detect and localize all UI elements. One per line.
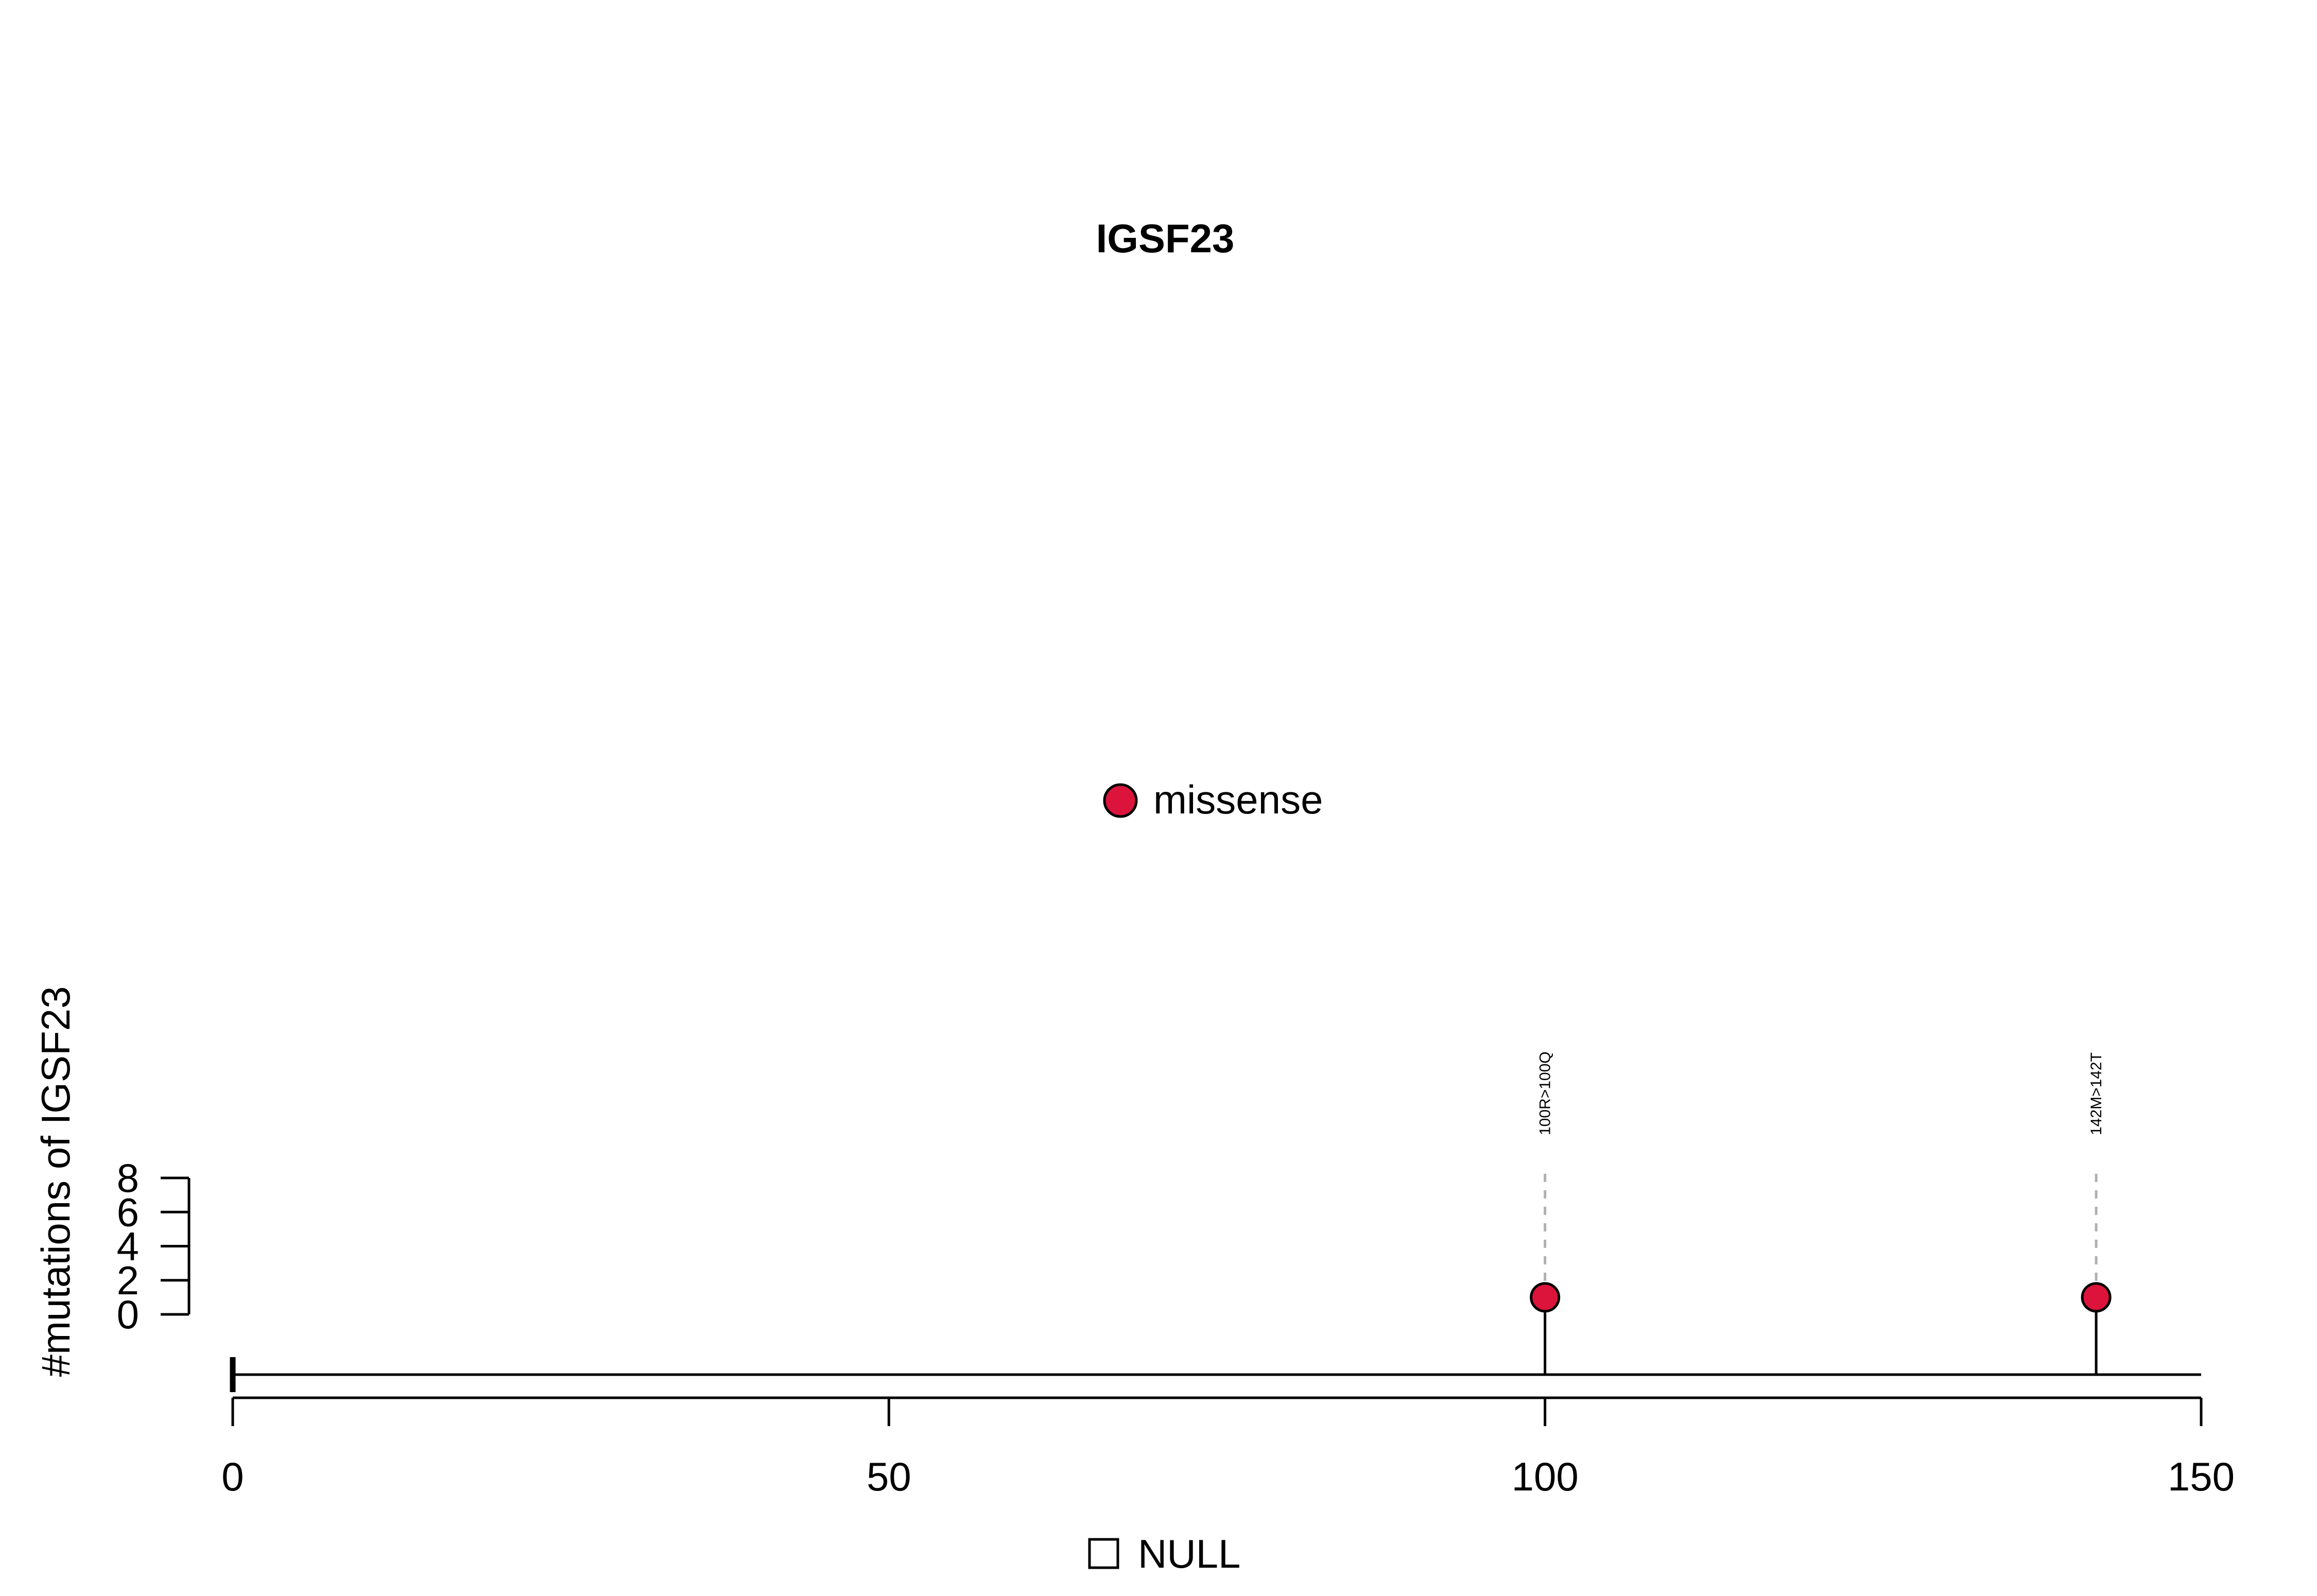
mutation-type-legend: missense — [1103, 777, 1323, 822]
y-axis-label: #mutations of IGSF23 — [33, 986, 78, 1377]
y-tick-label: 4 — [117, 1224, 139, 1269]
legend-missense-marker — [1103, 783, 1138, 818]
mutation-label: 142M>142T — [2088, 1052, 2105, 1135]
x-tick-label: 100 — [1512, 1454, 1579, 1499]
domain-legend: NULL — [1088, 1531, 1240, 1576]
y-tick-label: 2 — [117, 1258, 139, 1303]
legend-null-swatch — [1088, 1538, 1119, 1569]
x-tick-label: 0 — [221, 1454, 244, 1499]
y-tick-label: 8 — [117, 1155, 139, 1201]
x-axis: 0 50 100 150 — [221, 1396, 2235, 1499]
x-tick-label: 150 — [2168, 1454, 2235, 1499]
legend-null-label: NULL — [1138, 1531, 1240, 1576]
mutation-point — [1530, 1282, 1561, 1313]
mutation-point — [2081, 1282, 2112, 1313]
legend-missense-label: missense — [1153, 777, 1323, 822]
y-tick-label: 0 — [117, 1292, 139, 1337]
mutation-label: 100R>100Q — [1537, 1051, 1554, 1135]
chart-title: IGSF23 — [1096, 216, 1235, 261]
x-tick-label: 50 — [867, 1454, 911, 1499]
mutation-lollipops: 100R>100Q 142M>142T — [1530, 1051, 2112, 1375]
y-tick-label: 6 — [117, 1189, 139, 1235]
